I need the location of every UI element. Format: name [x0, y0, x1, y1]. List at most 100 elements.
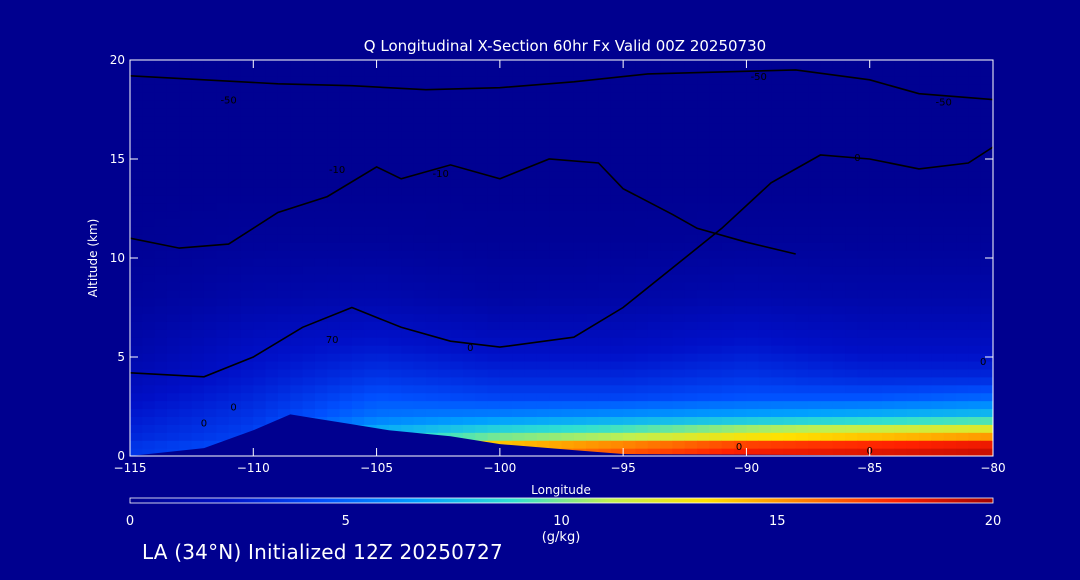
moisture-cell — [240, 408, 254, 417]
moisture-cell — [475, 178, 489, 188]
moisture-cell — [956, 60, 969, 69]
moisture-cell — [376, 218, 390, 227]
moisture-cell — [894, 368, 908, 378]
moisture-cell — [166, 313, 180, 322]
moisture-cell — [401, 186, 415, 196]
moisture-cell — [290, 265, 304, 275]
moisture-cell — [832, 226, 846, 235]
moisture-cell — [697, 321, 711, 330]
moisture-cell — [475, 115, 489, 124]
moisture-cell — [450, 75, 464, 85]
moisture-cell — [450, 83, 464, 93]
moisture-cell — [721, 258, 735, 267]
moisture-cell — [684, 392, 698, 402]
moisture-cell — [191, 432, 205, 441]
moisture-cell — [475, 210, 489, 219]
moisture-cell — [882, 281, 895, 291]
moisture-cell — [462, 162, 476, 172]
moisture-cell — [179, 250, 193, 259]
moisture-cell — [166, 297, 180, 307]
moisture-cell — [635, 353, 649, 362]
contour-label: 0 — [736, 442, 742, 453]
moisture-cell — [882, 147, 895, 156]
moisture-cell — [549, 376, 563, 386]
moisture-cell — [302, 194, 316, 204]
moisture-cell — [845, 147, 858, 156]
moisture-cell — [364, 321, 378, 330]
moisture-cell — [536, 416, 550, 425]
moisture-cell — [931, 155, 945, 164]
moisture-cell — [142, 83, 156, 93]
y-tick-label: 0 — [117, 449, 125, 463]
moisture-cell — [869, 115, 883, 124]
moisture-cell — [598, 305, 612, 315]
moisture-cell — [586, 297, 600, 307]
moisture-cell — [573, 60, 587, 69]
moisture-cell — [980, 368, 993, 378]
moisture-cell — [203, 337, 217, 346]
moisture-cell — [795, 170, 809, 180]
moisture-cell — [598, 162, 612, 172]
moisture-cell — [623, 345, 637, 354]
moisture-cell — [401, 242, 415, 251]
moisture-cell — [980, 250, 993, 259]
moisture-cell — [746, 107, 760, 117]
moisture-cell — [376, 194, 390, 204]
moisture-cell — [709, 123, 723, 132]
moisture-cell — [672, 424, 686, 433]
moisture-cell — [931, 384, 945, 394]
moisture-cell — [253, 170, 267, 180]
moisture-cell — [857, 210, 871, 219]
moisture-cell — [832, 305, 846, 315]
contour-label: 0 — [230, 403, 236, 414]
moisture-cell — [931, 424, 945, 433]
moisture-cell — [351, 273, 365, 283]
moisture-cell — [450, 210, 464, 219]
moisture-cell — [906, 392, 920, 402]
moisture-cell — [388, 416, 402, 425]
moisture-cell — [672, 115, 686, 124]
moisture-cell — [240, 67, 254, 77]
moisture-cell — [943, 162, 957, 172]
moisture-cell — [721, 448, 735, 456]
moisture-cell — [598, 242, 612, 251]
moisture-cell — [290, 91, 304, 101]
moisture-cell — [536, 384, 550, 394]
moisture-cell — [314, 202, 328, 212]
moisture-cell — [536, 408, 550, 417]
moisture-cell — [820, 432, 834, 441]
moisture-cell — [610, 131, 624, 140]
moisture-cell — [401, 360, 415, 370]
moisture-cell — [154, 178, 168, 188]
moisture-cell — [931, 265, 945, 275]
moisture-cell — [413, 321, 427, 330]
moisture-cell — [919, 99, 932, 109]
moisture-cell — [610, 313, 624, 322]
moisture-cell — [697, 155, 711, 164]
moisture-cell — [894, 281, 908, 291]
moisture-cell — [820, 353, 834, 362]
moisture-cell — [413, 424, 427, 433]
moisture-cell — [968, 392, 982, 402]
moisture-cell — [795, 408, 809, 417]
moisture-cell — [401, 416, 415, 425]
moisture-cell — [203, 353, 217, 362]
moisture-cell — [376, 368, 390, 378]
moisture-cell — [462, 242, 476, 251]
moisture-cell — [697, 345, 711, 354]
moisture-cell — [425, 155, 439, 164]
moisture-cell — [709, 273, 723, 283]
moisture-cell — [771, 408, 785, 417]
moisture-cell — [783, 162, 797, 172]
moisture-cell — [302, 281, 316, 291]
moisture-cell — [413, 337, 427, 346]
moisture-cell — [265, 234, 279, 243]
moisture-cell — [660, 329, 674, 338]
moisture-cell — [610, 448, 624, 456]
moisture-cell — [968, 170, 982, 180]
moisture-cell — [561, 384, 575, 394]
moisture-cell — [956, 360, 969, 370]
moisture-cell — [660, 321, 674, 330]
moisture-cell — [980, 321, 993, 330]
moisture-cell — [882, 376, 895, 386]
